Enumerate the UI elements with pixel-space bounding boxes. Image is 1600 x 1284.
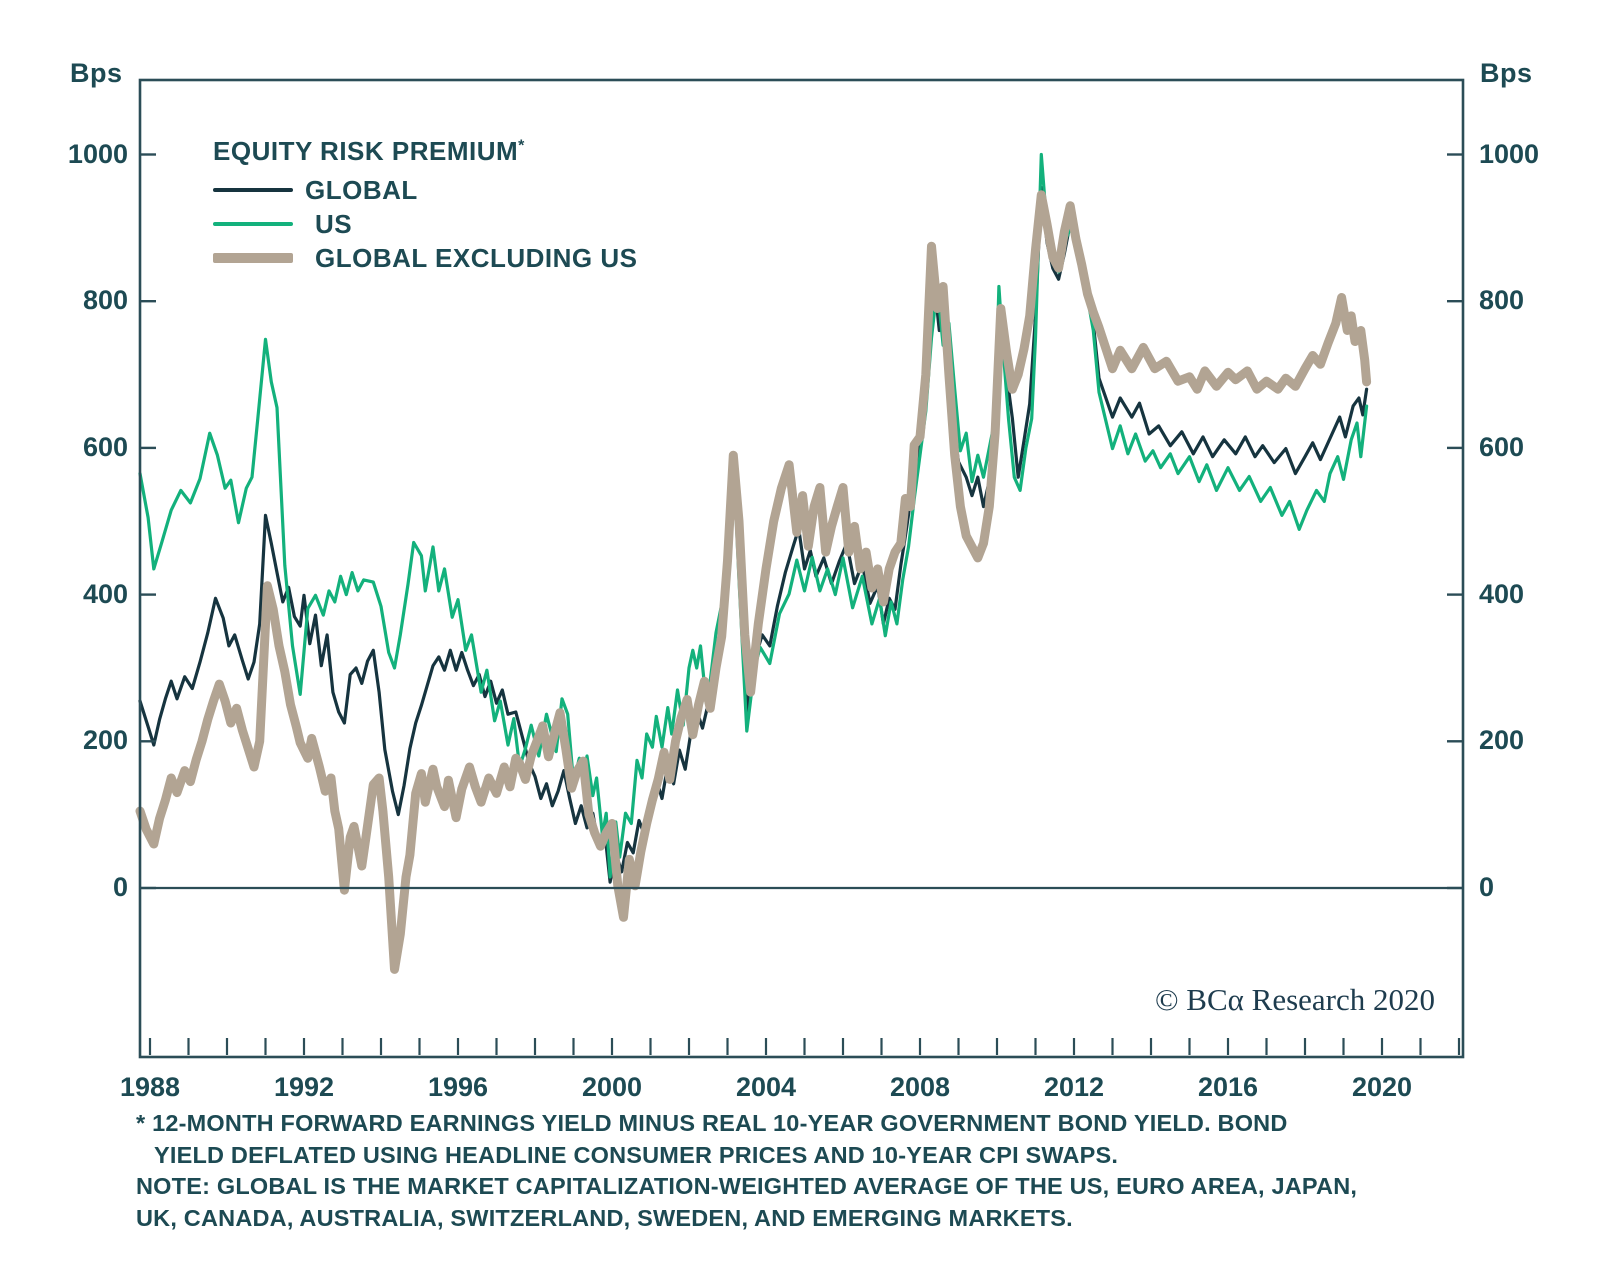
legend-item-global: GLOBAL: [213, 173, 637, 207]
legend-title-asterisk: *: [518, 137, 525, 155]
x-tick-label-2008: 2008: [889, 1072, 951, 1102]
footnote-line-2: YIELD DEFLATED USING HEADLINE CONSUMER P…: [154, 1141, 1119, 1168]
x-tick-label-2016: 2016: [1197, 1072, 1259, 1102]
x-tick-label-2000: 2000: [581, 1072, 643, 1102]
footnote-line-1: * 12-MONTH FORWARD EARNINGS YIELD MINUS …: [136, 1110, 1288, 1136]
footnote-line-4: UK, CANADA, AUSTRALIA, SWITZERLAND, SWED…: [136, 1204, 1073, 1231]
y-tick-label-left-0: 0: [112, 872, 128, 902]
legend-item-global-ex-us: GLOBAL EXCLUDING US: [213, 241, 637, 275]
us-line-swatch: [213, 222, 293, 226]
y-tick-label-right-0: 0: [1479, 872, 1495, 902]
global-ex-us-line-swatch: [213, 253, 293, 263]
x-tick-label-1988: 1988: [119, 1072, 181, 1102]
legend-item-us: US: [213, 207, 637, 241]
series-line-us: [138, 152, 1369, 879]
y-tick-label-left-200: 200: [82, 725, 128, 756]
y-axis-unit-right: Bps: [1480, 58, 1533, 88]
x-tick-label-2020: 2020: [1351, 1072, 1413, 1102]
bca-research-copyright: © BCα Research 2020: [1155, 982, 1435, 1017]
legend: EQUITY RISK PREMIUM* GLOBAL US GLOBAL EX…: [213, 136, 637, 275]
series-line-global-excluding-us: [135, 190, 1372, 974]
y-tick-label-left-800: 800: [82, 285, 128, 316]
y-tick-label-right-400: 400: [1479, 578, 1525, 609]
y-axis-unit-left: Bps: [70, 58, 123, 88]
x-tick-label-1996: 1996: [427, 1072, 489, 1102]
x-tick-label-1992: 1992: [273, 1072, 335, 1102]
plot-frame: [138, 78, 1465, 1059]
y-tick-label-left-600: 600: [82, 431, 128, 462]
legend-label-global-ex-us: GLOBAL EXCLUDING US: [315, 242, 638, 273]
x-tick-label-2004: 2004: [735, 1072, 797, 1102]
legend-title: EQUITY RISK PREMIUM*: [213, 136, 525, 166]
y-tick-label-right-200: 200: [1479, 725, 1525, 756]
y-tick-label-left-400: 400: [82, 578, 128, 609]
footnotes: * 12-MONTH FORWARD EARNINGS YIELD MINUS …: [136, 1108, 1556, 1234]
y-tick-label-right-1000: 1000: [1479, 138, 1540, 169]
y-tick-label-left-1000: 1000: [67, 138, 128, 169]
y-tick-label-right-600: 600: [1479, 431, 1525, 462]
legend-label-us: US: [315, 208, 353, 239]
x-tick-label-2012: 2012: [1043, 1072, 1105, 1102]
global-line-swatch: [213, 188, 293, 192]
legend-label-global: GLOBAL: [305, 174, 418, 205]
y-tick-label-right-800: 800: [1479, 285, 1525, 316]
footnote-line-3: NOTE: GLOBAL IS THE MARKET CAPITALIZATIO…: [136, 1173, 1358, 1199]
